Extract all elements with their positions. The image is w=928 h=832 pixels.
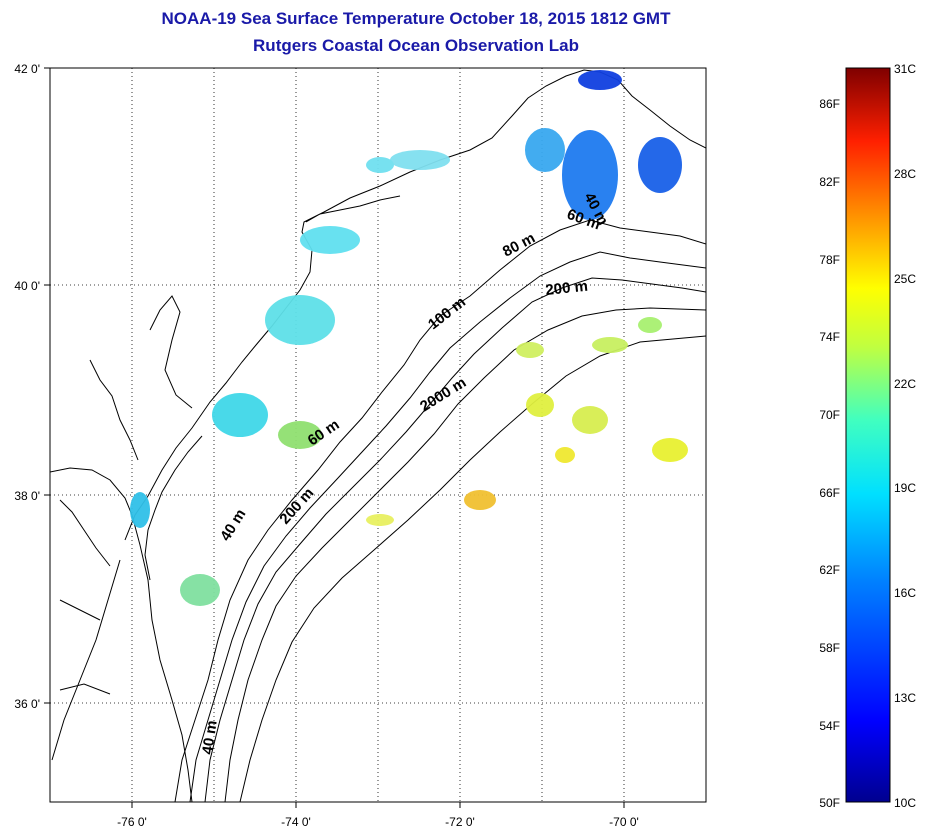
lon-tick-label: -72 0' [445,815,475,829]
coastline [50,69,706,802]
map-title: NOAA-19 Sea Surface Temperature October … [161,9,671,28]
lon-tick-label: -76 0' [117,815,147,829]
lat-tick-label: 38 0' [14,489,40,503]
lat-tick-label: 42 0' [14,62,40,76]
contour-label: 40 m [199,719,221,755]
colorbar-f-label: 74F [819,330,840,344]
contour-label: 200 m [545,278,589,299]
colorbar-c-label: 10C [894,796,916,810]
lat-tick-label: 36 0' [14,697,40,711]
colorbar-c-label: 25C [894,272,916,286]
axis-ticks [44,67,625,808]
colorbar-f-label: 58F [819,641,840,655]
lon-tick-label: -74 0' [281,815,311,829]
sst-patches [130,70,688,606]
graticule [50,68,706,802]
colorbar-c-label: 31C [894,62,916,76]
colorbar-f-label: 62F [819,563,840,577]
colorbar-f-label: 82F [819,175,840,189]
map-subtitle: Rutgers Coastal Ocean Observation Lab [253,36,579,55]
lon-tick-label: -70 0' [609,815,639,829]
colorbar-f-label: 86F [819,97,840,111]
colorbar-c-label: 28C [894,167,916,181]
colorbar [845,67,891,803]
colorbar-c-label: 22C [894,377,916,391]
colorbar-f-label: 70F [819,408,840,422]
colorbar-f-label: 66F [819,486,840,500]
colorbar-f-label: 54F [819,719,840,733]
colorbar-c-labels: 31C 28C 25C 22C 19C 16C 13C 10C [894,62,916,810]
lat-tick-label: 40 0' [14,279,40,293]
colorbar-f-labels: 86F 82F 78F 74F 70F 66F 62F 58F 54F 50F [819,97,840,810]
colorbar-c-label: 19C [894,481,916,495]
colorbar-f-label: 78F [819,253,840,267]
colorbar-f-label: 50F [819,796,840,810]
colorbar-c-label: 13C [894,691,916,705]
colorbar-c-label: 16C [894,586,916,600]
